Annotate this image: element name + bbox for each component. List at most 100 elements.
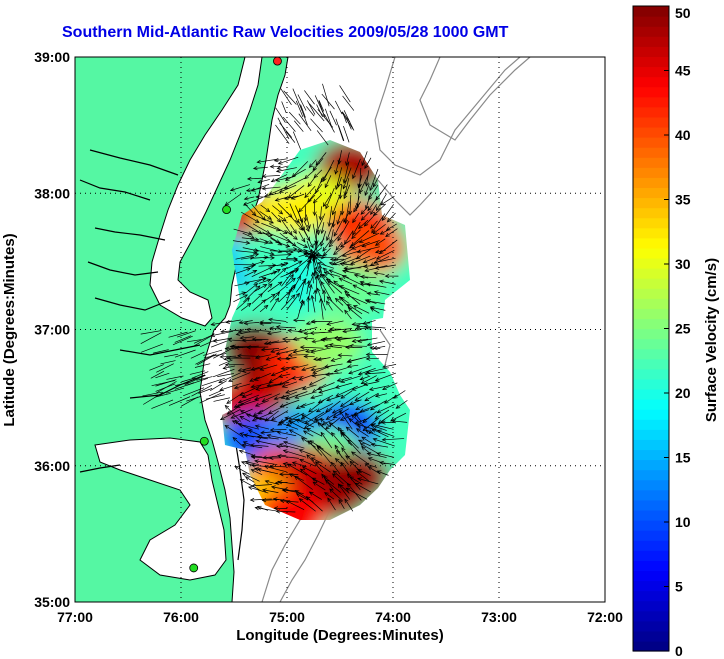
current-vector	[262, 488, 279, 493]
current-vector	[363, 264, 379, 269]
current-vector	[174, 349, 196, 358]
current-vector	[341, 250, 361, 258]
colorbar-step	[633, 288, 669, 299]
current-vector	[349, 460, 362, 474]
current-vector	[297, 327, 318, 333]
colorbar-step	[633, 197, 669, 209]
current-vector	[254, 424, 270, 430]
current-vector	[357, 469, 371, 476]
current-vector	[279, 122, 293, 138]
current-vector	[239, 410, 262, 421]
colorbar-tick-label: 25	[675, 321, 691, 337]
colorbar-tick-label: 45	[675, 63, 691, 79]
current-vector	[345, 426, 359, 438]
current-vector	[247, 429, 263, 437]
x-tick-label: 73:00	[481, 609, 517, 625]
colorbar-tick-label: 0	[675, 643, 683, 659]
current-vector	[261, 186, 281, 191]
current-vector	[210, 380, 227, 391]
current-vector	[257, 179, 270, 184]
current-vector	[277, 277, 296, 294]
colorbar-tick-label: 40	[675, 127, 691, 143]
current-vector	[323, 363, 343, 369]
colorbar-step	[633, 479, 669, 491]
current-vector	[329, 229, 334, 245]
current-vector	[288, 429, 308, 440]
current-vector	[326, 320, 344, 326]
current-vector	[351, 229, 361, 240]
colorbar-step	[633, 96, 669, 108]
current-vector	[277, 262, 289, 267]
current-vector	[230, 408, 253, 419]
current-vector	[279, 399, 300, 408]
current-vector	[361, 151, 368, 167]
current-vector	[331, 473, 344, 485]
current-vector	[251, 337, 269, 342]
current-vector	[243, 321, 260, 326]
current-vector	[366, 291, 381, 296]
current-vector	[381, 437, 405, 442]
current-vector	[341, 269, 361, 275]
current-vector	[347, 307, 362, 319]
current-vector	[308, 491, 322, 500]
current-vector	[254, 459, 278, 466]
current-vector	[355, 428, 369, 437]
current-vector	[254, 277, 267, 284]
current-vector	[259, 304, 269, 313]
current-vector	[316, 130, 329, 146]
current-vector	[371, 423, 394, 430]
colorbar-step	[633, 247, 669, 259]
current-vector	[233, 294, 249, 303]
current-vector	[237, 367, 251, 373]
current-vector	[154, 392, 171, 398]
colorbar-step	[633, 610, 669, 622]
current-vector	[364, 429, 381, 438]
current-vector	[328, 269, 349, 278]
current-vector	[275, 167, 297, 173]
current-vector	[326, 220, 335, 242]
current-vector	[372, 437, 395, 447]
current-vector	[246, 176, 263, 181]
current-vector	[298, 113, 312, 132]
current-vector	[253, 249, 275, 256]
current-vector	[306, 100, 316, 115]
colorbar-step	[633, 600, 669, 612]
current-vector	[270, 485, 289, 491]
current-vector	[373, 271, 385, 276]
current-vector	[300, 104, 306, 118]
current-vector	[288, 420, 306, 430]
current-vector	[224, 193, 242, 206]
current-vector	[393, 390, 406, 399]
current-vector	[316, 382, 335, 390]
current-vector	[285, 287, 293, 304]
current-vector	[219, 409, 241, 421]
velocity-patch	[258, 487, 327, 520]
current-vector	[245, 283, 259, 294]
current-vector	[301, 365, 317, 372]
current-vector	[233, 228, 253, 236]
current-vector	[285, 229, 298, 240]
current-vector	[364, 371, 386, 376]
current-vector	[282, 116, 296, 132]
current-vector	[363, 213, 377, 227]
current-vector	[364, 157, 372, 169]
current-vector	[277, 241, 291, 248]
current-vector	[348, 418, 361, 429]
current-vector	[357, 367, 376, 376]
colorbar-step	[633, 620, 669, 632]
current-vector	[333, 366, 350, 373]
colorbar-step	[633, 459, 669, 471]
colorbar-step	[633, 358, 669, 370]
current-vector	[282, 449, 307, 458]
colorbar-step	[633, 157, 669, 168]
current-vector	[140, 343, 163, 353]
x-tick-label: 72:00	[587, 609, 623, 625]
current-vector	[243, 433, 268, 440]
current-vector	[208, 389, 223, 397]
current-vector	[273, 158, 288, 163]
current-vector	[272, 205, 284, 215]
current-vector	[153, 349, 169, 354]
current-vector	[297, 299, 304, 319]
current-vector	[309, 330, 332, 336]
